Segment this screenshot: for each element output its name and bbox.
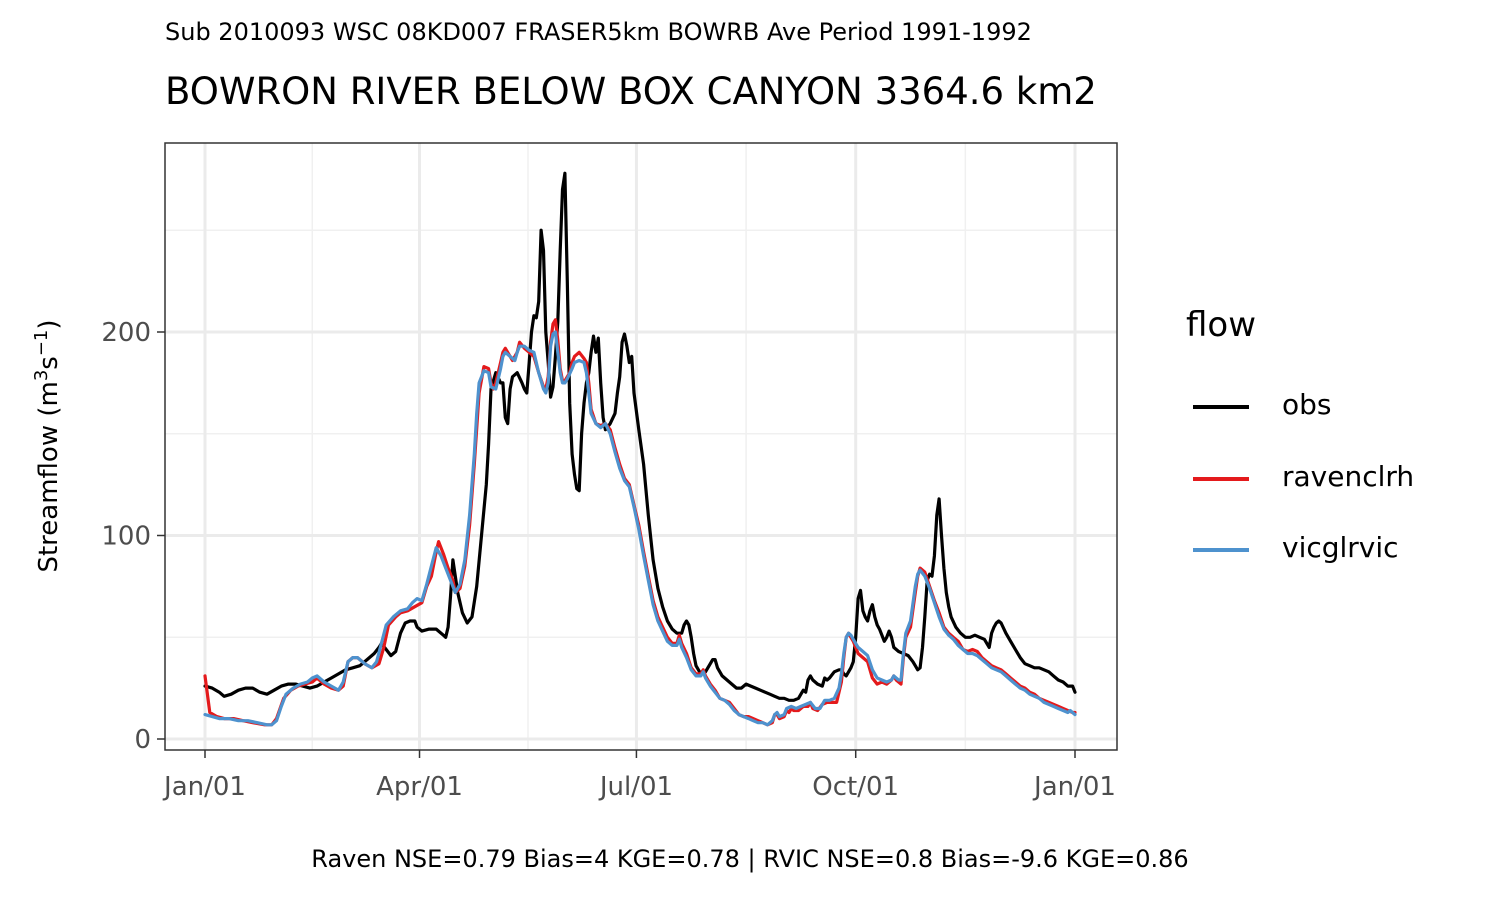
legend-swatch-obs — [1193, 405, 1249, 409]
legend-label-ravenclrh: ravenclrh — [1282, 460, 1415, 493]
legend-label-vicglrvic: vicglrvic — [1282, 531, 1399, 564]
x-tick-label: Jan/01 — [162, 772, 246, 802]
x-tick-label: Jan/01 — [1032, 772, 1116, 802]
y-tick-label: 100 — [101, 522, 151, 552]
legend-item-obs: obs — [1190, 388, 1470, 428]
x-tick-label: Jul/01 — [598, 772, 673, 802]
axes: 0 100 200 Jan/01 Apr/01 Jul/01 Oct/01 Jan/01 — [101, 318, 1116, 802]
plot-panel-border — [164, 142, 1118, 751]
series-lines — [203, 171, 1077, 727]
legend-title: flow — [1186, 305, 1257, 345]
x-tick-label: Apr/01 — [376, 772, 463, 802]
series-line-obs — [203, 171, 1077, 702]
legend-swatch-vicglrvic — [1193, 548, 1249, 552]
metrics-footer: Raven NSE=0.79 Bias=4 KGE=0.78 | RVIC NS… — [311, 845, 1189, 873]
legend-item-vicglrvic: vicglrvic — [1190, 531, 1470, 571]
y-axis-label: Streamflow (m3s−1) — [31, 319, 64, 572]
legend-swatch-ravenclrh — [1193, 477, 1249, 481]
legend-label-obs: obs — [1282, 388, 1332, 421]
series-line-vicglrvic — [203, 330, 1077, 727]
chart-subtitle: Sub 2010093 WSC 08KD007 FRASER5km BOWRB … — [165, 18, 1032, 46]
y-tick-label: 200 — [101, 318, 151, 348]
x-tick-label: Oct/01 — [812, 772, 899, 802]
minor-gridlines — [165, 143, 1117, 750]
chart-title: BOWRON RIVER BELOW BOX CANYON 3364.6 km2 — [165, 70, 1097, 113]
y-tick-label: 0 — [134, 725, 151, 755]
legend-item-ravenclrh: ravenclrh — [1190, 460, 1470, 500]
